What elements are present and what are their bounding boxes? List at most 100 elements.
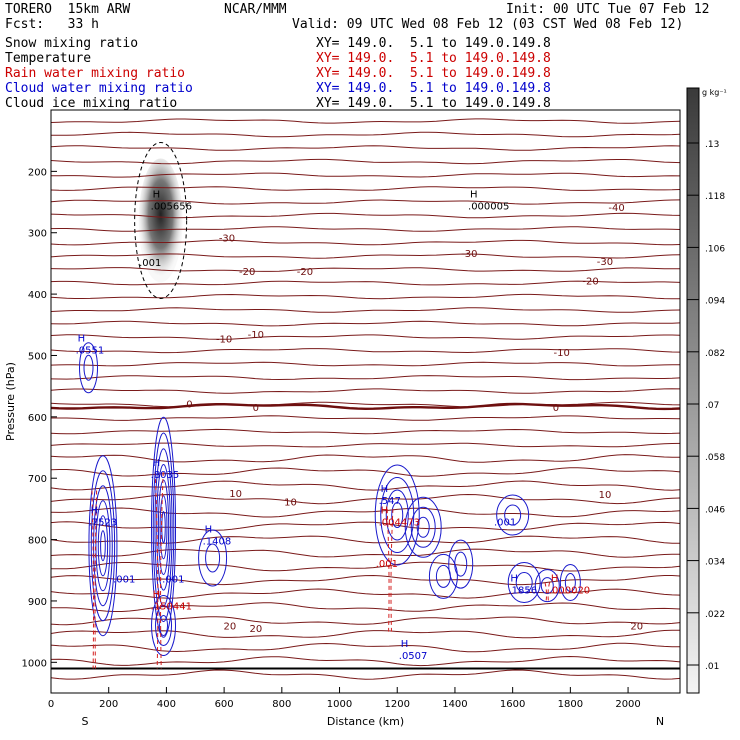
max-value-label: .7523 [89,517,118,528]
temperature-contour [50,561,681,572]
xy-cloud-water: XY= 149.0. 5.1 to 149.0.149.8 [316,81,551,96]
max-marker: H [205,524,213,535]
cloud-water-contour [151,416,177,638]
cloud-water-contour [540,577,554,595]
model-title: TORERO 15km ARW [5,2,131,17]
temperature-label: 20 [249,624,262,635]
y-tick-label: 900 [28,597,47,608]
max-value-label: .000020 [549,586,590,597]
x-tick-label: 1400 [442,699,467,710]
temperature-contour [50,655,681,667]
cloud-water-contour [155,604,173,646]
max-value-label: .001 [376,559,398,570]
temperature-label: 20 [224,621,237,632]
snow-shading [138,158,183,283]
cloud-water-contour [416,516,430,538]
init-time: Init: 00 UTC Tue 07 Feb 12 [506,2,710,17]
rain-contour [547,582,551,602]
colorbar-label: .13 [705,140,719,150]
y-tick-label: 500 [28,351,47,362]
cloud-water-contour [198,529,228,587]
y-tick-label: 600 [28,413,47,424]
y-tick-label: 700 [28,474,47,485]
cloud-water-contour [515,572,533,594]
temperature-label: -10 [554,348,570,359]
max-value-label: .001 [162,575,184,586]
max-value-label: .004473 [379,517,420,528]
temperature-contour [50,629,680,639]
temperature-label: -40 [608,203,624,214]
temperature-label: -20 [582,277,598,288]
cloud-water-contour [79,342,99,394]
temperature-label: 10 [229,489,242,500]
cloud-water-contour [156,463,171,591]
colorbar-label: .106 [705,244,725,254]
max-value-label: .0551 [76,346,105,357]
max-value-label: .0507 [399,651,428,662]
rain-contour [91,490,95,669]
temperature-contour [50,361,680,367]
temperature-contour [50,186,681,191]
cloud-water-contour [496,494,530,536]
max-value-label: .8035 [151,470,180,481]
colorbar-label: .01 [705,662,719,672]
cloud-water-contour [157,479,170,575]
y-tick-label: 400 [28,290,47,301]
max-marker: H [153,458,161,469]
y-axis-label: Pressure (hPa) [4,362,17,441]
temperature-label: -20 [239,267,255,278]
rain-contour [160,472,164,669]
temperature-contour [50,480,681,491]
max-value-label: .000005 [468,201,509,212]
rain-contour [94,490,98,669]
cloud-water-contour [404,496,442,558]
temperature-contour [50,118,681,124]
center-title: NCAR/MMM [224,2,287,17]
temperature-contour [50,388,681,394]
zero-isotherm [50,402,681,411]
cloud-water-contour [83,354,94,381]
y-tick-label: 300 [28,229,47,240]
colorbar-label: .118 [705,192,725,202]
temperature-contour [50,158,681,165]
temperature-contour [50,548,680,558]
colorbar-label: .07 [705,401,719,411]
max-marker: H [510,574,518,585]
x-tick-label: 0 [48,699,54,710]
temperature-contour [50,642,681,653]
temperature-contour [50,375,681,381]
cloud-water-contour [435,564,451,588]
y-tick-label: 800 [28,536,47,547]
temperature-contour [50,199,681,205]
x-tick-label: 800 [272,699,291,710]
y-tick-label: 1000 [22,658,47,669]
temperature-label: 0 [253,403,259,414]
y-tick-label: 200 [28,167,47,178]
max-marker: H [470,189,478,200]
cloud-water-contour [97,515,109,577]
temperature-contour [50,267,681,272]
cloud-water-contour [507,562,541,604]
max-marker: H [78,334,86,345]
rain-contour [154,472,159,669]
cloud-water-contour [159,614,169,636]
max-value-label: .1408 [203,536,232,547]
colorbar-label: .022 [705,610,725,620]
temperature-contour [50,334,681,340]
temperature-label: -20 [297,267,313,278]
temperature-contour [50,507,681,518]
cloud-water-contour [564,573,576,593]
cloud-water-contour [504,504,522,526]
temperature-contour [50,253,681,259]
temperature-label: -30 [461,249,477,260]
temperature-label: -30 [219,234,235,245]
temperature-contour [50,521,681,531]
temperature-contour [50,588,681,599]
legend-temperature: Temperature [5,51,92,66]
xy-temperature: XY= 149.0. 5.1 to 149.0.149.8 [316,51,551,66]
x-tick-label: 1600 [500,699,525,710]
legend-cloud-ice: Cloud ice mixing ratio [5,96,178,111]
cloud-ice-contour [134,141,188,299]
temperature-contour [51,415,681,421]
temperature-contour [50,293,681,300]
